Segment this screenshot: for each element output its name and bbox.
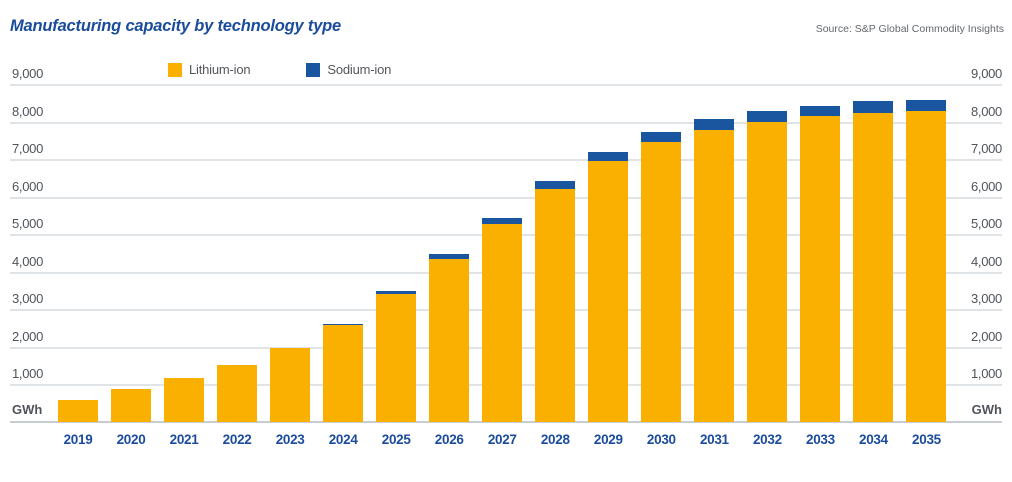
- bar-segment-sodium-ion-2026: [429, 254, 470, 260]
- bar-segment-lithium-ion-2028: [535, 188, 576, 422]
- bar-segment-lithium-ion-2020: [111, 388, 152, 422]
- bar-2024: [323, 323, 364, 422]
- gridline: [10, 159, 1002, 162]
- y-tick-label-left: 9,000: [12, 66, 44, 81]
- bar-segment-lithium-ion-2035: [906, 111, 947, 422]
- y-tick-label-left: 2,000: [12, 328, 44, 344]
- x-tick-label-2019: 2019: [63, 432, 93, 447]
- y-axis-unit-left: GWh: [12, 402, 43, 417]
- x-tick-label-2023: 2023: [275, 432, 305, 447]
- x-tick-label-2030: 2030: [646, 432, 676, 447]
- gridline: [10, 196, 1002, 199]
- bar-2026: [429, 254, 470, 422]
- bar-2029: [588, 151, 629, 422]
- bar-segment-lithium-ion-2033: [800, 115, 841, 422]
- bar-segment-sodium-ion-2032: [747, 110, 788, 123]
- gridline: [10, 84, 1002, 86]
- bar-2033: [800, 105, 841, 422]
- source-credit: Source: S&P Global Commodity Insights: [815, 23, 1004, 35]
- bar-2031: [694, 119, 735, 422]
- bar-2021: [164, 378, 205, 422]
- bar-segment-lithium-ion-2022: [217, 364, 258, 422]
- bar-segment-sodium-ion-2028: [535, 181, 576, 189]
- bar-segment-sodium-ion-2027: [482, 217, 523, 225]
- y-tick-label-right: 8,000: [970, 103, 1002, 119]
- bar-2028: [535, 181, 576, 422]
- x-tick-label-2026: 2026: [434, 432, 464, 447]
- legend: Lithium-ion Sodium-ion: [168, 62, 391, 77]
- page-title: Manufacturing capacity by technology typ…: [10, 17, 342, 35]
- bar-segment-lithium-ion-2021: [164, 378, 205, 422]
- bar-segment-lithium-ion-2029: [588, 160, 629, 422]
- legend-item-sodium-ion: Sodium-ion: [306, 62, 391, 77]
- y-tick-label-left: 8,000: [12, 103, 44, 119]
- bar-2025: [376, 291, 417, 422]
- y-tick-label-left: 1,000: [12, 366, 44, 382]
- y-tick-label-left: 5,000: [12, 216, 44, 232]
- y-tick-label-right: 9,000: [970, 66, 1002, 81]
- bar-segment-lithium-ion-2027: [482, 224, 523, 422]
- bar-segment-sodium-ion-2029: [588, 151, 629, 161]
- bar-2034: [853, 101, 894, 422]
- y-tick-label-left: 7,000: [12, 141, 44, 157]
- x-tick-label-2027: 2027: [487, 432, 517, 447]
- bar-2035: [906, 99, 947, 422]
- x-tick-label-2029: 2029: [593, 432, 623, 447]
- x-axis-line: [10, 421, 1002, 423]
- x-tick-label-2025: 2025: [381, 432, 411, 447]
- bar-segment-lithium-ion-2034: [853, 113, 894, 422]
- bar-2019: [58, 400, 98, 422]
- x-tick-label-2034: 2034: [859, 432, 888, 447]
- y-tick-label-right: 5,000: [970, 216, 1002, 232]
- bar-segment-lithium-ion-2026: [429, 259, 470, 422]
- x-tick-label-2020: 2020: [116, 432, 146, 447]
- bar-segment-lithium-ion-2032: [747, 122, 788, 422]
- plot-area: 9,000 9,000 8,000 8,000 7,000 7,000 6,000 6,000…: [10, 67, 1002, 447]
- bar-segment-lithium-ion-2030: [641, 141, 682, 422]
- y-tick-label-right: 1,000: [970, 366, 1002, 382]
- bar-segment-sodium-ion-2035: [906, 99, 947, 112]
- bar-segment-sodium-ion-2025: [376, 291, 417, 294]
- sodium-ion-swatch-icon: [306, 62, 321, 77]
- bar-2032: [747, 110, 788, 422]
- x-tick-label-2022: 2022: [222, 432, 252, 447]
- y-tick-label-right: 3,000: [970, 291, 1002, 307]
- legend-label: Lithium-ion: [189, 62, 251, 77]
- bar-2023: [270, 347, 311, 422]
- gridline: [10, 121, 1002, 124]
- bar-segment-lithium-ion-2019: [58, 400, 98, 422]
- x-tick-label-2035: 2035: [912, 432, 941, 447]
- bar-segment-sodium-ion-2030: [641, 131, 682, 142]
- x-tick-label-2031: 2031: [699, 432, 729, 447]
- lithium-ion-swatch-icon: [168, 62, 182, 77]
- bar-segment-lithium-ion-2031: [694, 129, 735, 422]
- y-tick-label-left: 6,000: [12, 178, 44, 194]
- bar-segment-lithium-ion-2023: [270, 347, 311, 422]
- y-axis-unit-right: GWh: [971, 402, 1002, 417]
- legend-item-lithium-ion: Lithium-ion: [168, 62, 251, 77]
- bar-2030: [641, 131, 682, 422]
- y-tick-label-left: 4,000: [12, 253, 44, 269]
- bar-2020: [111, 388, 152, 422]
- y-tick-label-left: 3,000: [12, 291, 44, 307]
- bar-2022: [217, 364, 258, 422]
- bar-segment-lithium-ion-2024: [323, 325, 364, 422]
- bar-segment-sodium-ion-2033: [800, 105, 841, 116]
- y-tick-label-right: 2,000: [970, 328, 1002, 344]
- y-tick-label-right: 4,000: [970, 253, 1002, 269]
- y-tick-label-right: 7,000: [970, 141, 1002, 157]
- x-tick-label-2033: 2033: [805, 432, 835, 447]
- x-tick-label-2028: 2028: [540, 432, 570, 447]
- x-tick-label-2021: 2021: [169, 432, 199, 447]
- bar-segment-sodium-ion-2024: [323, 323, 364, 326]
- y-tick-label-right: 6,000: [970, 178, 1002, 194]
- bar-segment-sodium-ion-2034: [853, 101, 894, 114]
- x-tick-label-2024: 2024: [328, 432, 358, 447]
- legend-label: Sodium-ion: [327, 62, 392, 77]
- bar-segment-lithium-ion-2025: [376, 293, 417, 422]
- bar-segment-sodium-ion-2031: [694, 119, 735, 130]
- x-tick-label-2032: 2032: [752, 432, 782, 447]
- bar-2027: [482, 217, 523, 422]
